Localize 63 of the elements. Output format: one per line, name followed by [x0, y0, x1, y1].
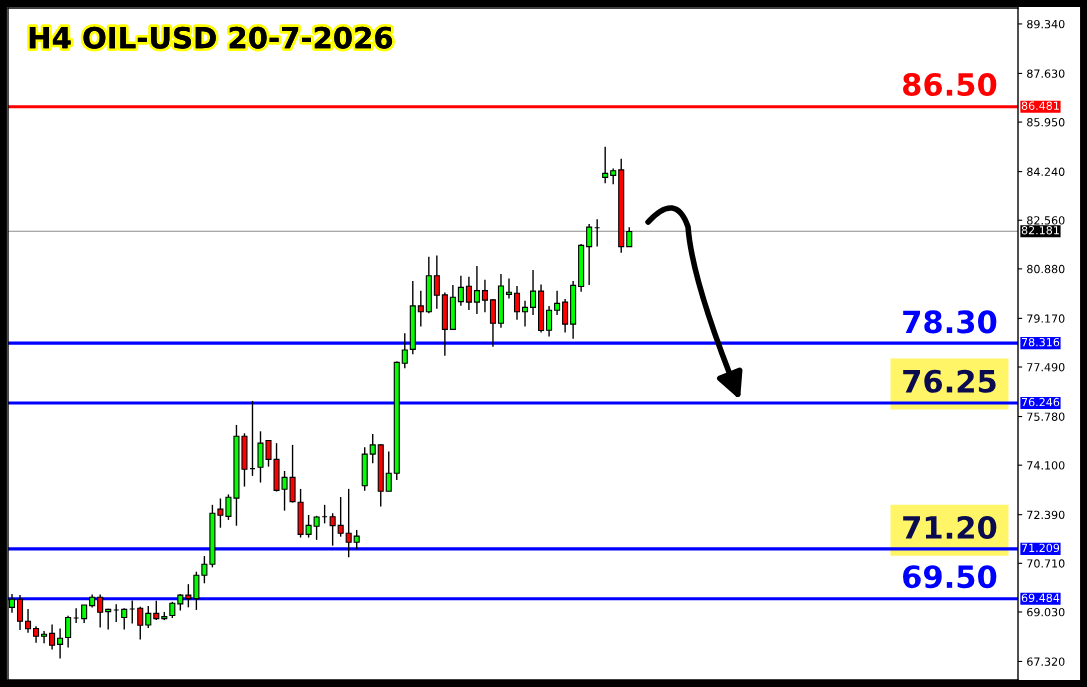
y-tick-label: 82.560	[1027, 216, 1065, 225]
candlestick	[481, 279, 488, 313]
candlestick	[353, 529, 360, 551]
y-tick-label: 79.170	[1027, 314, 1065, 323]
candlestick	[337, 496, 344, 538]
y-tick-label: 85.950	[1027, 118, 1065, 127]
candlestick	[554, 290, 561, 316]
annotation: 76.25	[903, 369, 996, 393]
ref-line-label: 78.316	[1021, 337, 1060, 347]
candlestick	[417, 290, 424, 328]
y-tick-label: 75.780	[1027, 412, 1065, 421]
y-tick-label: 80.880	[1027, 264, 1065, 274]
y-tick-label: 69.030	[1027, 607, 1065, 617]
ref-line-label: 82.181	[1021, 226, 1059, 235]
candlestick	[73, 607, 80, 624]
candlestick	[513, 285, 521, 321]
candlestick	[345, 488, 352, 558]
candlestick	[505, 277, 513, 300]
candlestick	[24, 608, 32, 634]
candlestick	[153, 599, 160, 621]
candlestick	[602, 145, 609, 184]
annotation: 78.30	[903, 310, 997, 334]
candlestick	[385, 450, 392, 492]
y-tick-label: 74.100	[1027, 461, 1065, 470]
candlestick	[586, 223, 593, 286]
candlestick	[489, 298, 497, 348]
candlestick	[129, 599, 136, 625]
y-tick-label: 77.490	[1027, 362, 1065, 372]
annotation: 86.50	[903, 72, 997, 97]
candlestick	[137, 606, 144, 641]
text: H4 OIL-USD 20-7-2026	[29, 26, 393, 49]
candlestick	[329, 512, 336, 547]
candlestick	[401, 332, 408, 369]
ref-line-label: 76.246	[1021, 397, 1060, 407]
candlestick	[145, 605, 152, 629]
candlestick	[369, 433, 376, 464]
annotation: 69.50	[903, 565, 997, 589]
candlestick	[65, 615, 72, 649]
y-tick-label: 87.630	[1027, 69, 1065, 78]
ref-line-label: 86.481	[1021, 101, 1059, 110]
candlestick	[457, 275, 464, 307]
y-tick-label: 72.390	[1027, 510, 1065, 520]
candlestick	[57, 627, 64, 660]
candlestick	[562, 298, 569, 334]
candlestick	[97, 593, 104, 629]
candlestick	[473, 265, 480, 315]
annotation: 71.20	[903, 515, 997, 540]
y-tick-label: 67.320	[1027, 657, 1065, 666]
candlestick	[529, 269, 537, 316]
y-tick-label: 70.710	[1027, 559, 1065, 568]
candlestick	[121, 607, 128, 631]
candlestick	[41, 630, 48, 644]
ref-line-label: 69.484	[1021, 593, 1060, 603]
candlestick	[16, 594, 24, 631]
y-tick-label: 89.340	[1027, 19, 1065, 29]
candlestick	[49, 623, 56, 651]
candlestick	[626, 226, 633, 248]
y-tick-label: 84.240	[1027, 167, 1065, 176]
candlestick	[465, 275, 472, 311]
ref-line-label: 71.209	[1021, 543, 1060, 553]
candlestick	[433, 254, 440, 310]
candlestick	[521, 300, 529, 328]
candlestick	[546, 305, 553, 338]
